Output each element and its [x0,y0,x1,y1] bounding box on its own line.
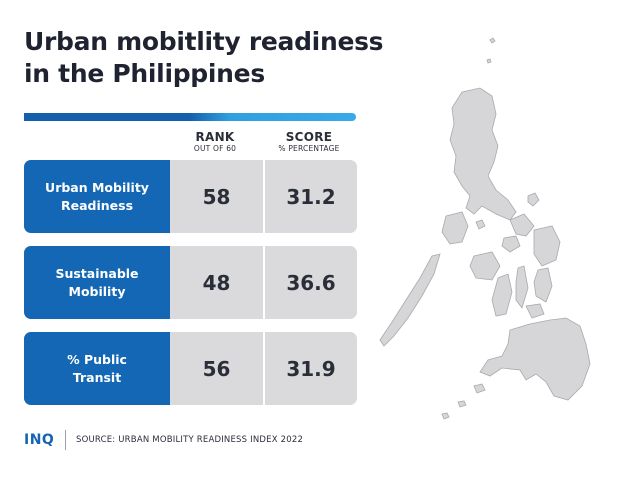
philippines-map-icon [379,37,591,420]
score-column-header: SCORE % PERCENTAGE [264,131,354,154]
page-title: Urban mobitlity readiness in the Philipp… [24,26,384,90]
page-title-line-2: in the Philippines [24,59,265,88]
row-label-line-2: Mobility [68,283,126,299]
row-label-line-2: Readiness [60,197,134,213]
row-label: % Public Transit [24,332,170,405]
rank-column-header: RANK OUT OF 60 [170,131,260,154]
rank-value: 58 [170,160,265,233]
source-note: SOURCE: URBAN MOBILITY READINESS INDEX 2… [76,435,304,445]
score-value: 31.2 [286,184,336,209]
table-row-urban-mobility: Urban Mobility Readiness 58 31.2 [24,160,357,233]
inq-logo: INQ [24,432,55,448]
score-value: 36.6 [286,270,336,295]
footer-divider [65,430,66,450]
row-label-line-1: Sustainable [55,265,139,281]
row-label-line-2: Transit [72,369,122,385]
row-label: Sustainable Mobility [24,246,170,319]
rank-value: 56 [170,332,265,405]
table-row-public-transit: % Public Transit 56 31.9 [24,332,357,405]
page-title-line-1: Urban mobitlity readiness [24,27,384,56]
title-accent-bar [24,113,356,121]
row-label-line-1: Urban Mobility [45,179,149,195]
score-value: 31.9 [286,356,336,381]
table-row-sustainable-mobility: Sustainable Mobility 48 36.6 [24,246,357,319]
score-header-label: SCORE [285,130,333,144]
rank-header-sub: OUT OF 60 [193,144,237,153]
row-label: Urban Mobility Readiness [24,160,170,233]
rank-header-label: RANK [195,130,235,144]
score-header-sub: % PERCENTAGE [278,144,340,153]
row-label-line-1: % Public [67,351,127,367]
rank-value: 48 [170,246,265,319]
